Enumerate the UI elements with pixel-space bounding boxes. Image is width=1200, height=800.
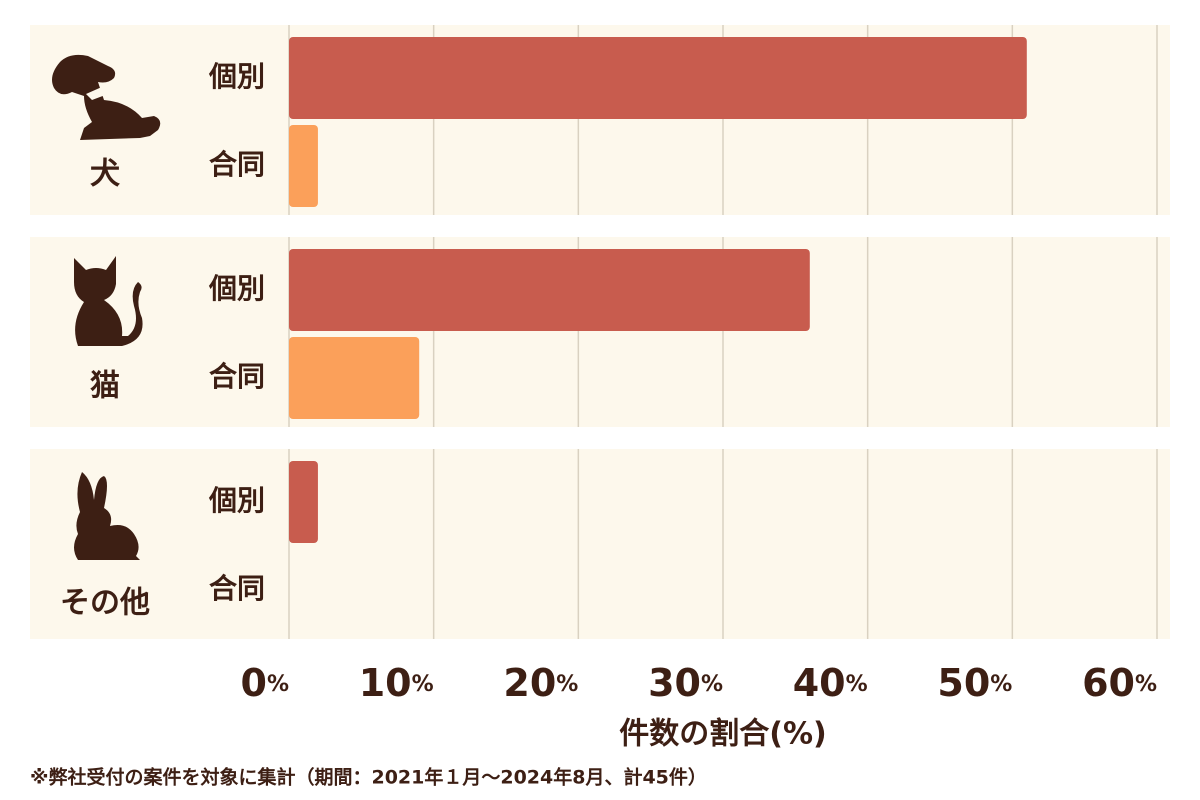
dog-collar bbox=[86, 86, 108, 100]
bar bbox=[289, 37, 1027, 119]
tick-number: 0 bbox=[241, 661, 267, 705]
x-tick-label: 30% bbox=[648, 661, 723, 705]
footnote: ※弊社受付の案件を対象に集計（期間：2021年１月〜2024年8月、計45件） bbox=[30, 766, 707, 789]
dog-icon bbox=[52, 54, 161, 140]
tick-number: 60 bbox=[1082, 661, 1135, 705]
bars bbox=[289, 37, 1027, 543]
tick-number: 40 bbox=[793, 661, 846, 705]
series-label: 個別 bbox=[208, 60, 265, 93]
category-label: 猫 bbox=[90, 369, 120, 404]
x-tick-label: 50% bbox=[937, 661, 1012, 705]
series-label: 合同 bbox=[209, 360, 265, 393]
tick-unit: % bbox=[846, 672, 868, 697]
tick-number: 30 bbox=[648, 661, 701, 705]
icons bbox=[52, 54, 161, 560]
tick-number: 20 bbox=[503, 661, 556, 705]
x-axis-title: 件数の割合(%) bbox=[619, 717, 826, 752]
series-label: 個別 bbox=[208, 484, 265, 517]
series-label: 個別 bbox=[208, 272, 265, 305]
tick-unit: % bbox=[267, 672, 289, 697]
tick-unit: % bbox=[701, 672, 723, 697]
bar bbox=[289, 125, 318, 207]
cat-icon bbox=[74, 256, 143, 346]
tick-unit: % bbox=[412, 672, 434, 697]
x-tick-label: 10% bbox=[359, 661, 434, 705]
bar bbox=[289, 337, 420, 419]
x-tick-label: 20% bbox=[503, 661, 578, 705]
category-label: その他 bbox=[60, 586, 150, 621]
x-tick-label: 40% bbox=[793, 661, 868, 705]
tick-unit: % bbox=[990, 672, 1012, 697]
bar bbox=[289, 249, 810, 331]
tick-number: 50 bbox=[937, 661, 990, 705]
panel bbox=[30, 449, 1170, 639]
bar bbox=[289, 461, 318, 543]
x-tick-label: 60% bbox=[1082, 661, 1157, 705]
series-label: 合同 bbox=[209, 148, 265, 181]
tick-unit: % bbox=[556, 672, 578, 697]
series-label: 合同 bbox=[209, 572, 265, 605]
x-tick-label: 0% bbox=[241, 661, 290, 705]
tick-number: 10 bbox=[359, 661, 412, 705]
rabbit-icon bbox=[74, 472, 140, 560]
tick-unit: % bbox=[1135, 672, 1157, 697]
category-label: 犬 bbox=[90, 157, 120, 192]
